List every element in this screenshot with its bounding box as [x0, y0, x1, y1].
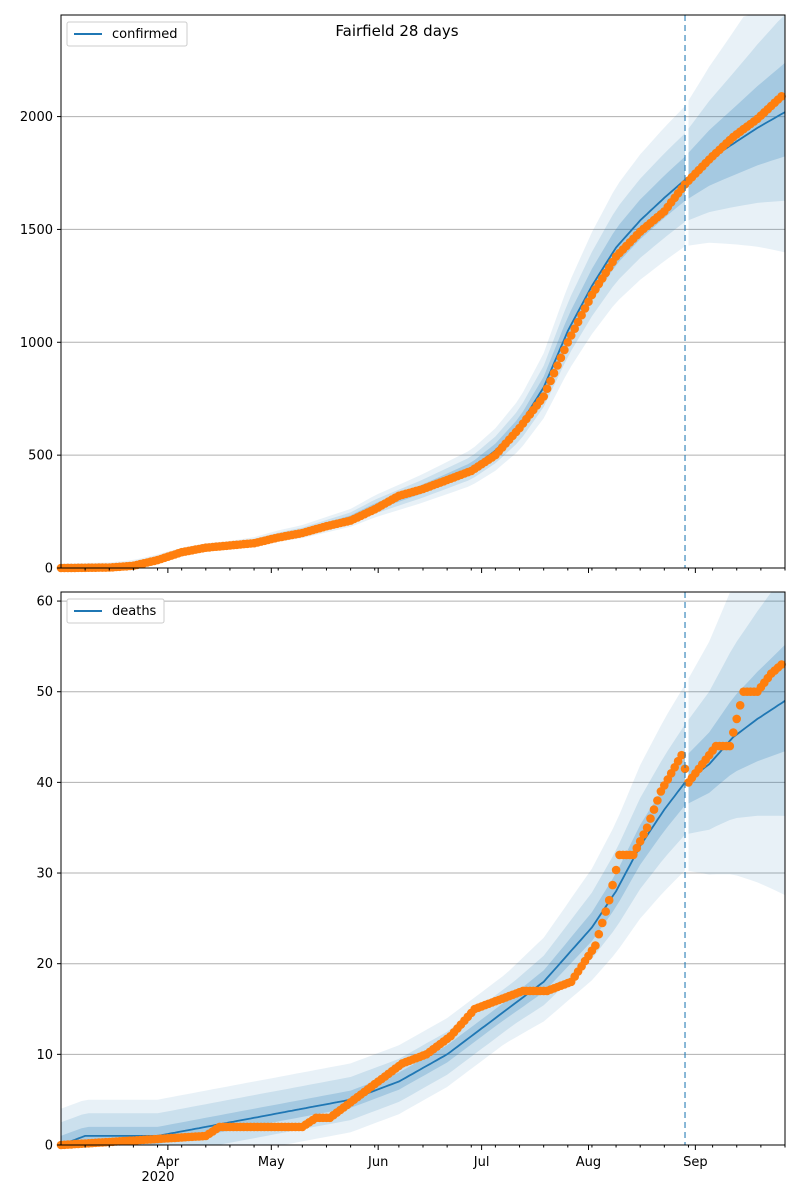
observed-point — [560, 345, 569, 355]
x-tick-label: Jul — [473, 1155, 490, 1170]
observed-point — [542, 384, 552, 394]
y-tick-label: 0 — [45, 1139, 53, 1154]
deaths-panel: 0 10 20 30 40 50 60 Apr May Jun Jul Aug Sep deaths 2… — [36, 591, 786, 1185]
observed-point — [608, 880, 617, 890]
observed-point — [777, 660, 786, 669]
observed-point — [632, 843, 642, 853]
observed-point — [591, 941, 600, 950]
y-tick-label: 1500 — [20, 223, 53, 238]
observed-point — [573, 317, 583, 327]
observed-point — [642, 823, 652, 832]
observed-point — [546, 376, 555, 386]
y-tick-label: 2000 — [20, 110, 53, 125]
uncertainty-band — [61, 106, 685, 568]
observed-point — [539, 392, 548, 401]
uncertainty-band — [61, 724, 685, 1145]
observed-point — [604, 895, 614, 905]
y-tick-label: 20 — [36, 957, 53, 972]
legend-box — [66, 598, 165, 624]
y-tick-label: 50 — [36, 685, 53, 700]
observed-point — [580, 304, 590, 313]
observed-point — [732, 714, 741, 724]
observed-point — [677, 750, 686, 760]
x-tick-label: Sep — [683, 1155, 708, 1170]
observed-point — [570, 324, 579, 334]
observed-point — [601, 907, 610, 916]
observed-point — [594, 929, 604, 939]
x-year-label: 2020 — [141, 1170, 174, 1185]
observed-point — [646, 814, 655, 823]
legend-label-deaths: deaths — [112, 604, 157, 619]
observed-point — [725, 741, 735, 751]
x-tick-label: May — [258, 1155, 285, 1170]
x-tick-label: Apr — [157, 1155, 180, 1170]
observed-point — [566, 331, 576, 340]
observed-point — [635, 837, 645, 846]
observed-point — [777, 92, 786, 101]
uncertainty-band — [688, 592, 785, 896]
observed-point — [556, 353, 566, 363]
confirmed-panel: 0 500 1000 1500 2000 Fairfield 28 days confir… — [20, 14, 786, 577]
deaths-legend: deaths — [66, 598, 165, 624]
y-tick-label: 0 — [45, 562, 53, 577]
observed-point — [549, 368, 559, 378]
observed-point — [735, 701, 745, 710]
observed-point — [584, 297, 593, 307]
y-tick-label: 40 — [36, 776, 53, 791]
observed-point — [680, 764, 690, 774]
confirmed-legend: confirmed — [66, 21, 188, 47]
observed-point — [653, 796, 662, 805]
y-tick-label: 30 — [36, 867, 53, 882]
observed-point — [563, 338, 573, 347]
y-tick-label: 500 — [28, 449, 53, 464]
legend-box — [66, 21, 188, 47]
observed-point — [639, 830, 648, 839]
observed-point — [598, 918, 607, 928]
chart-title: Fairfield 28 days — [335, 22, 458, 40]
observed-point — [629, 850, 638, 860]
observed-point — [649, 805, 659, 814]
x-tick-label: Jun — [367, 1155, 388, 1170]
uncertainty-band — [688, 15, 785, 221]
x-tick-label: Aug — [576, 1155, 601, 1170]
uncertainty-band — [61, 757, 685, 1145]
y-tick-label: 60 — [36, 595, 53, 610]
legend-label-confirmed: confirmed — [112, 27, 178, 42]
observed-point — [577, 310, 586, 320]
observed-point — [729, 728, 738, 737]
uncertainty-band — [61, 684, 685, 1145]
observed-point — [611, 865, 621, 875]
y-tick-label: 10 — [36, 1048, 53, 1063]
plot-area: 0 10 20 30 40 50 60 Apr May Jun Jul Aug Sep — [36, 591, 786, 1170]
series-line-deaths — [60, 700, 786, 1146]
y-tick-label: 1000 — [20, 336, 53, 351]
observed-point — [553, 361, 562, 370]
uncertainty-band — [688, 592, 785, 834]
plot-area: 0 500 1000 1500 2000 — [20, 14, 786, 577]
